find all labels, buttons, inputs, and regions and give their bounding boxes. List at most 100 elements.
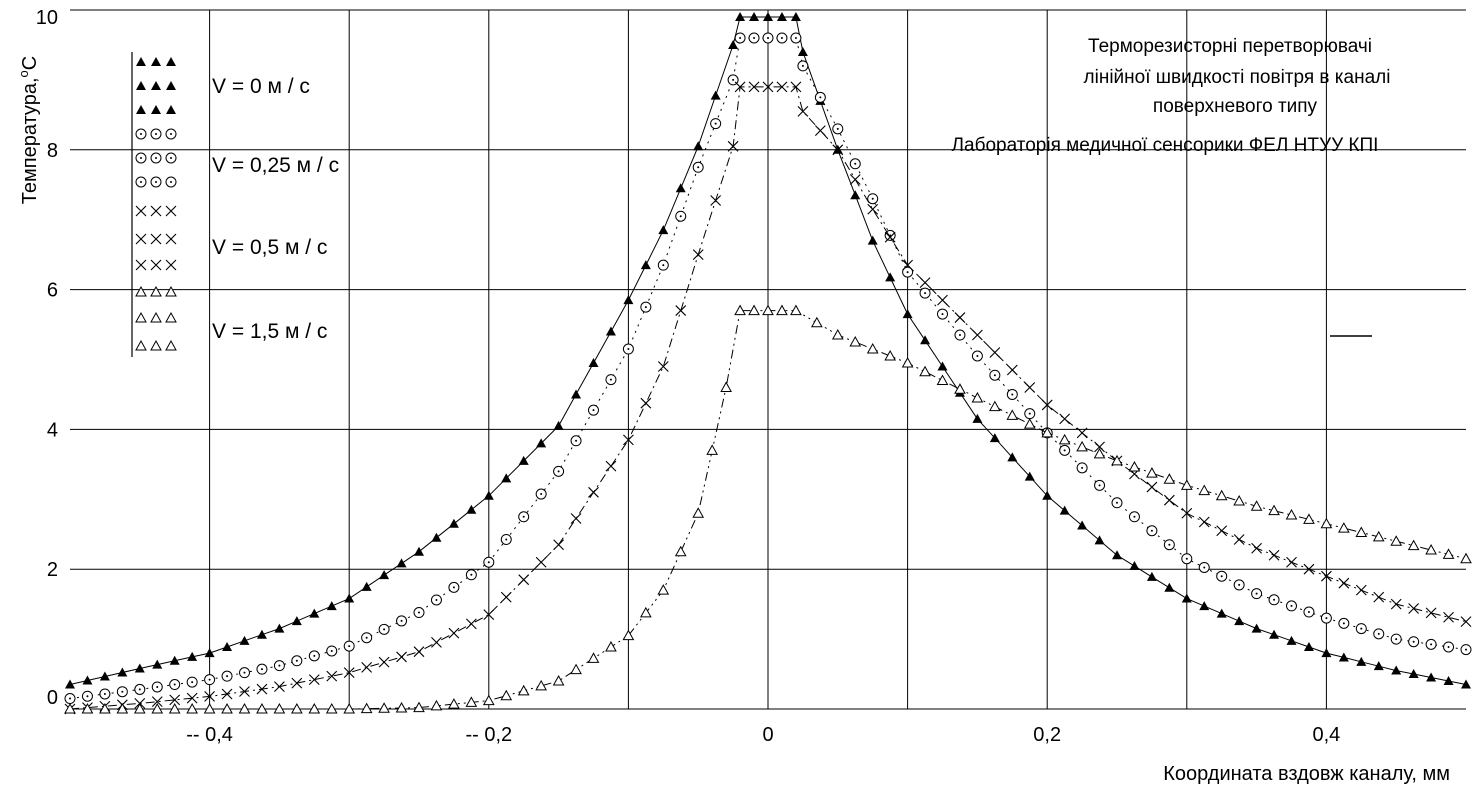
marker-dotted-circle [657, 259, 669, 271]
marker-open-triangle [1268, 504, 1280, 516]
marker-dotted-circle [605, 374, 617, 386]
marker-cross [1443, 611, 1454, 623]
marker-cross [657, 361, 669, 372]
marker-filled-triangle [850, 190, 861, 200]
marker-open-triangle [831, 329, 844, 340]
marker-cross [343, 667, 355, 679]
marker-filled-triangle [134, 663, 145, 673]
marker-open-triangle [291, 702, 303, 714]
marker-filled-triangle [588, 357, 599, 367]
marker-open-triangle [849, 335, 862, 347]
marker-filled-triangle [623, 295, 634, 305]
marker-cross [1355, 584, 1367, 596]
marker-open-triangle [674, 545, 687, 557]
marker-dotted-circle [570, 435, 582, 447]
marker-open-triangle [135, 339, 147, 351]
marker-dotted-circle [1198, 561, 1210, 573]
marker-open-triangle [325, 702, 338, 714]
marker-open-triangle [1425, 543, 1437, 555]
marker-dotted-circle [535, 488, 547, 500]
marker-cross [291, 677, 303, 689]
marker-filled-triangle [1199, 601, 1210, 611]
marker-filled-triangle [902, 309, 913, 319]
marker-filled-triangle [1112, 550, 1122, 560]
marker-filled-triangle [414, 546, 424, 556]
marker-cross [274, 681, 285, 693]
legend-label: V = 0,25 м / с [212, 154, 339, 177]
marker-cross [378, 656, 390, 668]
marker-cross [1338, 577, 1350, 589]
marker-dotted-circle [734, 32, 746, 44]
marker-cross [814, 125, 826, 136]
marker-cross [692, 249, 704, 261]
marker-dotted-circle [675, 210, 687, 222]
marker-dotted-circle [150, 128, 162, 140]
marker-filled-triangle [553, 420, 564, 430]
marker-open-triangle [866, 342, 879, 354]
marker-open-triangle [150, 311, 162, 323]
marker-open-triangle [901, 356, 914, 368]
marker-dotted-circle [1425, 638, 1437, 650]
marker-open-triangle [1111, 454, 1123, 466]
y-tick-label: 2 [47, 559, 58, 581]
marker-open-triangle [919, 365, 931, 377]
marker-filled-triangle [658, 225, 669, 235]
marker-filled-triangle [693, 141, 704, 151]
marker-filled-triangle [885, 272, 896, 282]
marker-open-triangle [1128, 460, 1141, 472]
marker-dotted-circle [151, 681, 163, 693]
marker-open-triangle [135, 285, 147, 297]
marker-cross [776, 81, 788, 93]
marker-dotted-circle [99, 688, 111, 700]
marker-filled-triangle [483, 490, 494, 500]
marker-cross [483, 609, 495, 621]
marker-dotted-circle [776, 32, 788, 44]
marker-cross [727, 140, 739, 152]
title-line-4: Лабораторія медичної сенсорики ФЕЛ НТУУ … [952, 135, 1379, 156]
marker-cross [431, 637, 442, 648]
marker-cross [1460, 616, 1472, 628]
marker-dotted-circle [150, 176, 162, 188]
marker-cross [221, 688, 233, 700]
marker-dotted-circle [134, 683, 146, 695]
marker-cross [954, 312, 966, 323]
marker-cross [1286, 556, 1297, 568]
series-line [70, 310, 1467, 710]
marker-open-triangle [587, 652, 600, 663]
marker-cross [239, 686, 250, 697]
marker-filled-triangle [274, 623, 285, 633]
marker-open-triangle [622, 629, 635, 641]
x-tick-label: 0 [762, 724, 773, 746]
marker-cross [1024, 382, 1036, 393]
marker-filled-triangle [735, 11, 746, 21]
marker-filled-triangle [640, 260, 651, 270]
marker-filled-triangle [776, 11, 787, 21]
marker-cross [849, 174, 861, 185]
marker-open-triangle [165, 339, 177, 351]
marker-dotted-circle [135, 128, 147, 140]
marker-cross [570, 513, 582, 524]
marker-open-triangle [1390, 535, 1403, 546]
marker-cross [165, 233, 177, 245]
marker-open-triangle [1041, 426, 1054, 438]
marker-open-triangle [640, 606, 652, 618]
marker-filled-triangle [1234, 616, 1245, 626]
marker-open-triangle [165, 311, 177, 323]
marker-cross [1321, 570, 1332, 582]
marker-dotted-circle [204, 674, 216, 686]
marker-cross [1408, 603, 1420, 614]
marker-filled-triangle [117, 667, 128, 677]
marker-open-triangle [706, 444, 719, 455]
marker-dotted-circle [937, 308, 948, 320]
marker-dotted-circle [954, 329, 966, 341]
marker-filled-triangle [1024, 471, 1035, 481]
marker-dotted-circle [1390, 633, 1402, 645]
marker-open-triangle [1303, 513, 1315, 524]
marker-filled-triangle [1077, 520, 1088, 530]
marker-open-triangle [81, 702, 94, 714]
marker-open-triangle [1163, 473, 1176, 484]
marker-dotted-circle [849, 158, 861, 170]
marker-dotted-circle [273, 660, 285, 672]
marker-open-triangle [413, 701, 425, 713]
marker-cross [797, 105, 809, 117]
